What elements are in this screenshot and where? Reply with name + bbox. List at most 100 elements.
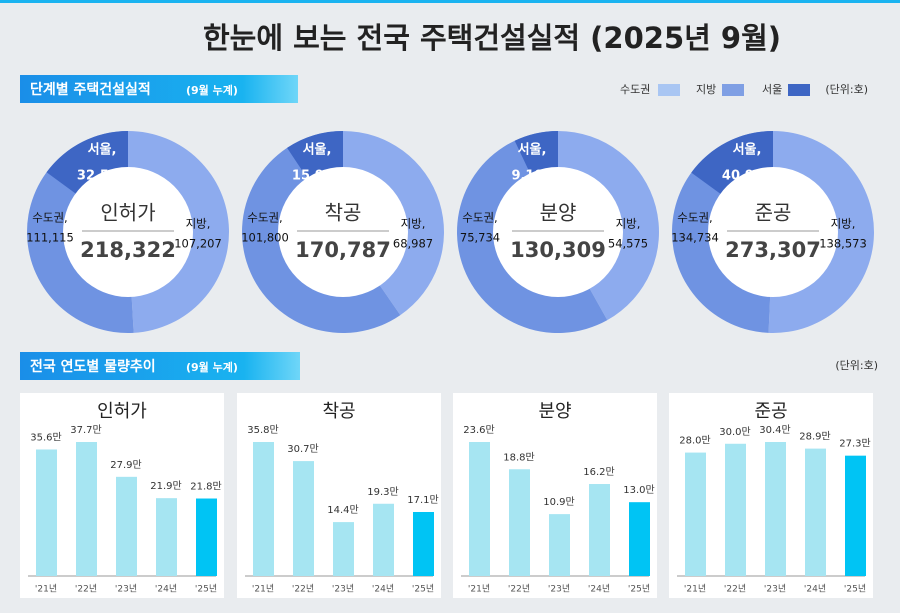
slice-label: 수도권, <box>677 211 712 225</box>
x-tick-label: '22년 <box>724 584 746 595</box>
bar <box>373 503 394 576</box>
section-title: 단계별 주택건설실적 <box>30 81 151 98</box>
x-tick-label: '24년 <box>588 584 610 595</box>
legend-swatch <box>788 84 810 96</box>
section-note: (9월 누계) <box>186 83 238 97</box>
donut-slice <box>128 131 229 333</box>
slice-label: 서울, <box>733 142 762 158</box>
legend-swatch <box>722 84 744 96</box>
slice-label: 서울, <box>88 142 117 158</box>
slice-label: 지방, <box>186 217 211 231</box>
slice-value: 15,942 <box>292 169 342 184</box>
bar-value-label: 13.0만 <box>623 484 654 496</box>
slice-label: 지방, <box>401 217 426 231</box>
bar-value-label: 30.0만 <box>719 426 750 438</box>
slice-value: 32,596 <box>77 169 127 184</box>
slice-value: 111,115 <box>26 231 74 245</box>
donut-slice <box>287 131 343 179</box>
bar-value-label: 17.1만 <box>407 494 438 506</box>
donut-slice <box>691 131 773 195</box>
bar-value-label: 27.3만 <box>839 438 870 450</box>
x-tick-label: '21년 <box>252 584 274 595</box>
bar <box>333 522 354 576</box>
bar <box>293 461 314 576</box>
slice-label: 서울, <box>518 142 547 158</box>
bar-value-label: 30.7만 <box>287 443 318 455</box>
slice-label: 지방, <box>831 217 856 231</box>
bar-value-label: 37.7만 <box>70 424 101 436</box>
slice-value: 134,734 <box>671 231 719 245</box>
slice-label: 서울, <box>303 142 332 158</box>
bar <box>765 442 786 576</box>
bar <box>629 502 650 576</box>
panel-title: 인허가 <box>97 401 147 422</box>
bar <box>805 448 826 576</box>
page-title: 한눈에 보는 전국 주택건설실적 (2025년 9월) <box>203 21 781 55</box>
slice-value: 9,197 <box>511 169 552 184</box>
section-header-bg <box>20 352 300 380</box>
legend-label: 지방 <box>696 83 716 96</box>
x-tick-label: '25년 <box>844 584 866 595</box>
bar-value-label: 23.6만 <box>463 424 494 436</box>
bar <box>469 442 490 576</box>
top-rule <box>0 0 900 3</box>
panel-title: 착공 <box>322 401 355 422</box>
x-tick-label: '23년 <box>115 584 137 595</box>
section-header-bg <box>20 75 298 103</box>
slice-label: 수도권, <box>462 211 497 225</box>
slice-value: 107,207 <box>174 237 222 251</box>
slice-value: 40,993 <box>722 169 772 184</box>
bar <box>413 511 434 576</box>
x-tick-label: '24년 <box>804 584 826 595</box>
donut-title: 준공 <box>755 201 792 225</box>
donut-title: 착공 <box>325 201 362 225</box>
bar <box>196 498 217 576</box>
legend-label: 수도권 <box>620 83 650 96</box>
bar <box>589 484 610 576</box>
x-tick-label: '25년 <box>628 584 650 595</box>
donut-slice <box>514 131 558 175</box>
bar-value-label: 28.9만 <box>799 431 830 443</box>
section-note: (9월 누계) <box>186 360 238 374</box>
bar <box>116 476 137 576</box>
bar-value-label: 35.8만 <box>247 424 278 436</box>
legend-swatch <box>658 84 680 96</box>
x-tick-label: '25년 <box>195 584 217 595</box>
bar <box>549 514 570 576</box>
slice-label: 수도권, <box>247 211 282 225</box>
bar-value-label: 10.9만 <box>543 496 574 508</box>
section-title: 전국 연도별 물량추이 <box>30 358 156 375</box>
donut-slice <box>26 131 134 334</box>
donut-center <box>63 167 193 297</box>
donut-center <box>708 167 838 297</box>
slice-value: 68,987 <box>393 237 433 251</box>
panel-title: 분양 <box>538 401 571 422</box>
donut-slice <box>558 131 659 321</box>
donut-slice <box>768 131 875 334</box>
bar <box>685 452 706 576</box>
bar-value-label: 14.4만 <box>327 504 358 516</box>
donut-slice <box>672 131 773 333</box>
donut-title: 인허가 <box>100 201 155 225</box>
donut-total: 273,307 <box>725 238 821 262</box>
x-tick-label: '24년 <box>155 584 177 595</box>
x-tick-label: '22년 <box>508 584 530 595</box>
bar <box>845 455 866 576</box>
unit-note: (단위:호) <box>825 83 868 96</box>
bar-value-label: 18.8만 <box>503 451 534 463</box>
slice-value: 138,573 <box>819 237 867 251</box>
x-tick-label: '22년 <box>75 584 97 595</box>
x-tick-label: '23년 <box>764 584 786 595</box>
donut-slice <box>343 131 444 316</box>
donut-center <box>278 167 408 297</box>
x-tick-label: '23년 <box>332 584 354 595</box>
donut-slice <box>241 131 401 333</box>
legend-label: 서울 <box>762 83 782 96</box>
x-tick-label: '21년 <box>468 584 490 595</box>
donut-total: 170,787 <box>295 238 391 262</box>
slice-value: 75,734 <box>460 231 500 245</box>
x-tick-label: '21년 <box>684 584 706 595</box>
x-tick-label: '24년 <box>372 584 394 595</box>
bar-value-label: 28.0만 <box>679 435 710 447</box>
